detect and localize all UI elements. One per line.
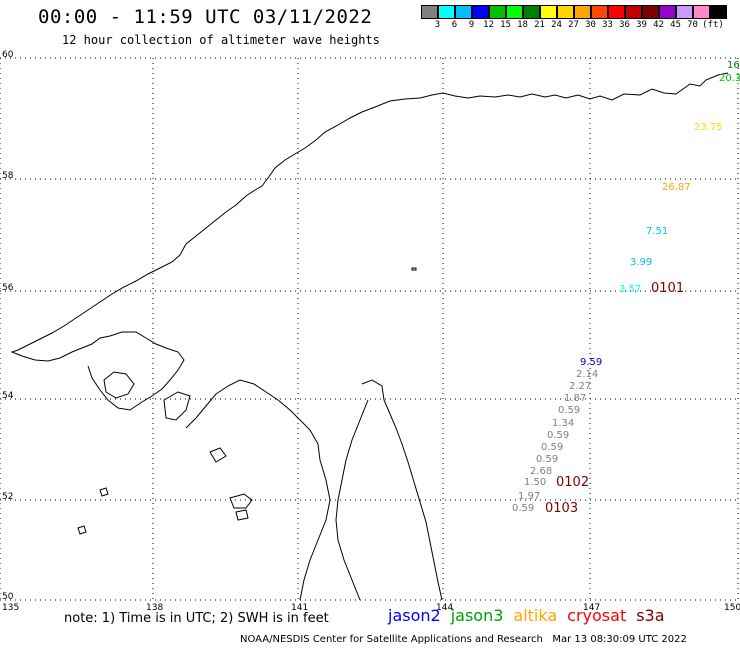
small-island-5 [99, 487, 109, 497]
satellite-legend-item: altika [513, 606, 558, 625]
wave-height-label: 26.87 [662, 182, 691, 193]
wave-height-label: 2.14 [576, 369, 598, 380]
latitude-label: 58 [2, 171, 14, 181]
wave-height-label: 7.51 [646, 226, 668, 237]
scale-label: 12 [483, 20, 494, 30]
satellite-legend-item: jason2 [388, 606, 441, 625]
wave-height-label: 0.59 [558, 405, 580, 416]
scale-label: 33 [602, 20, 613, 30]
scale-swatch [676, 5, 693, 19]
scale-label: 9 [468, 20, 475, 30]
chart-subtitle: 12 hour collection of altimeter wave hei… [62, 33, 380, 47]
scale-label: 15 [500, 20, 511, 30]
scale-swatch [540, 5, 557, 19]
longitude-label: 147 [583, 603, 600, 613]
scale-swatch [523, 5, 540, 19]
wave-height-label: 9.59 [580, 357, 602, 368]
small-island-6 [411, 267, 417, 271]
wave-height-label: 2.27 [569, 381, 591, 392]
scale-swatch [574, 5, 591, 19]
scale-swatch [489, 5, 506, 19]
scale-unit: (ft) [702, 20, 724, 30]
longitude-label: 135 [2, 603, 19, 613]
satellite-legend: jason2 jason3 altika cryosat s3a [388, 606, 675, 625]
latitude-label: 56 [2, 283, 14, 293]
mainland-coast [10, 72, 729, 411]
scale-swatch [693, 5, 710, 19]
scale-label: 21 [534, 20, 545, 30]
longitude-label: 141 [291, 603, 308, 613]
wave-height-label: 1.34 [552, 418, 574, 429]
latitude-label: 52 [2, 492, 13, 502]
longitude-label: 150 [724, 603, 740, 613]
small-island-1 [229, 493, 253, 509]
wave-height-label: 16 [727, 60, 740, 71]
scale-swatch [557, 5, 574, 19]
satellite-legend-item: jason3 [450, 606, 504, 625]
island-coast-west [103, 371, 135, 399]
pass-time-label: 0103 [545, 501, 578, 516]
scale-swatch [710, 5, 727, 19]
latitude-label: 50 [2, 592, 14, 602]
wave-height-label: 0.59 [547, 430, 569, 441]
latitude-label: 54 [2, 391, 14, 401]
coastline [10, 72, 729, 601]
scale-label: 18 [517, 20, 528, 30]
wave-height-label: 1.97 [518, 491, 540, 502]
scale-label: 3 [434, 20, 441, 30]
scale-label: 70 [687, 20, 698, 30]
scale-label: 45 [670, 20, 681, 30]
scale-swatch [642, 5, 659, 19]
scale-swatch [506, 5, 523, 19]
scale-label: 27 [568, 20, 579, 30]
sakhalin-west-coast [335, 399, 369, 601]
scale-label: 39 [636, 20, 647, 30]
satellite-legend-item: cryosat [567, 606, 627, 625]
island-coast-gulf [163, 391, 191, 421]
wave-height-label: 0.59 [536, 454, 558, 465]
sakhalin-coast [361, 379, 443, 601]
latitude-label: 60 [2, 50, 14, 60]
scale-label: 30 [585, 20, 596, 30]
scale-label: 42 [653, 20, 664, 30]
small-island-2 [235, 509, 249, 521]
wave-height-label: 3.99 [630, 257, 652, 268]
scale-swatch [608, 5, 625, 19]
satellite-legend-item: s3a [636, 606, 665, 625]
scale-swatch [625, 5, 642, 19]
longitude-label: 144 [436, 603, 453, 613]
wave-height-label: 2.68 [530, 466, 552, 477]
color-scale-bar [421, 5, 727, 19]
longitude-label: 138 [146, 603, 163, 613]
scale-label: 6 [451, 20, 458, 30]
footnote: note: 1) Time is in UTC; 2) SWH is in fe… [64, 611, 329, 626]
scale-swatch [472, 5, 489, 19]
wave-height-label: 23.75 [694, 122, 723, 133]
scale-swatch [659, 5, 676, 19]
scale-swatch [591, 5, 608, 19]
wave-height-label: 1.87 [564, 393, 586, 404]
scale-swatch [438, 5, 455, 19]
small-island-4 [77, 525, 87, 535]
chart-title: 00:00 - 11:59 UTC 03/11/2022 [38, 6, 373, 28]
wave-height-label: 1.50 [524, 477, 546, 488]
scale-label: 24 [551, 20, 562, 30]
pass-time-label: 0102 [556, 475, 589, 490]
scale-swatch [421, 5, 438, 19]
wave-height-label: 0.59 [512, 503, 534, 514]
wave-height-label: 3.57 [619, 284, 641, 295]
wave-height-label: 20.3 [719, 73, 740, 84]
scale-label: 36 [619, 20, 630, 30]
pass-time-label: 0101 [651, 281, 684, 296]
small-island-3 [209, 447, 227, 463]
observation-labels: 16 20.3 23.75 26.87 7.51 3.99 3.57 0101 9.592.14… [512, 60, 740, 516]
scale-swatch [455, 5, 472, 19]
wave-height-label: 0.59 [541, 442, 563, 453]
mainland-south-coast [185, 379, 331, 601]
credit-footer: NOAA/NESDIS Center for Satellite Applica… [240, 634, 687, 645]
